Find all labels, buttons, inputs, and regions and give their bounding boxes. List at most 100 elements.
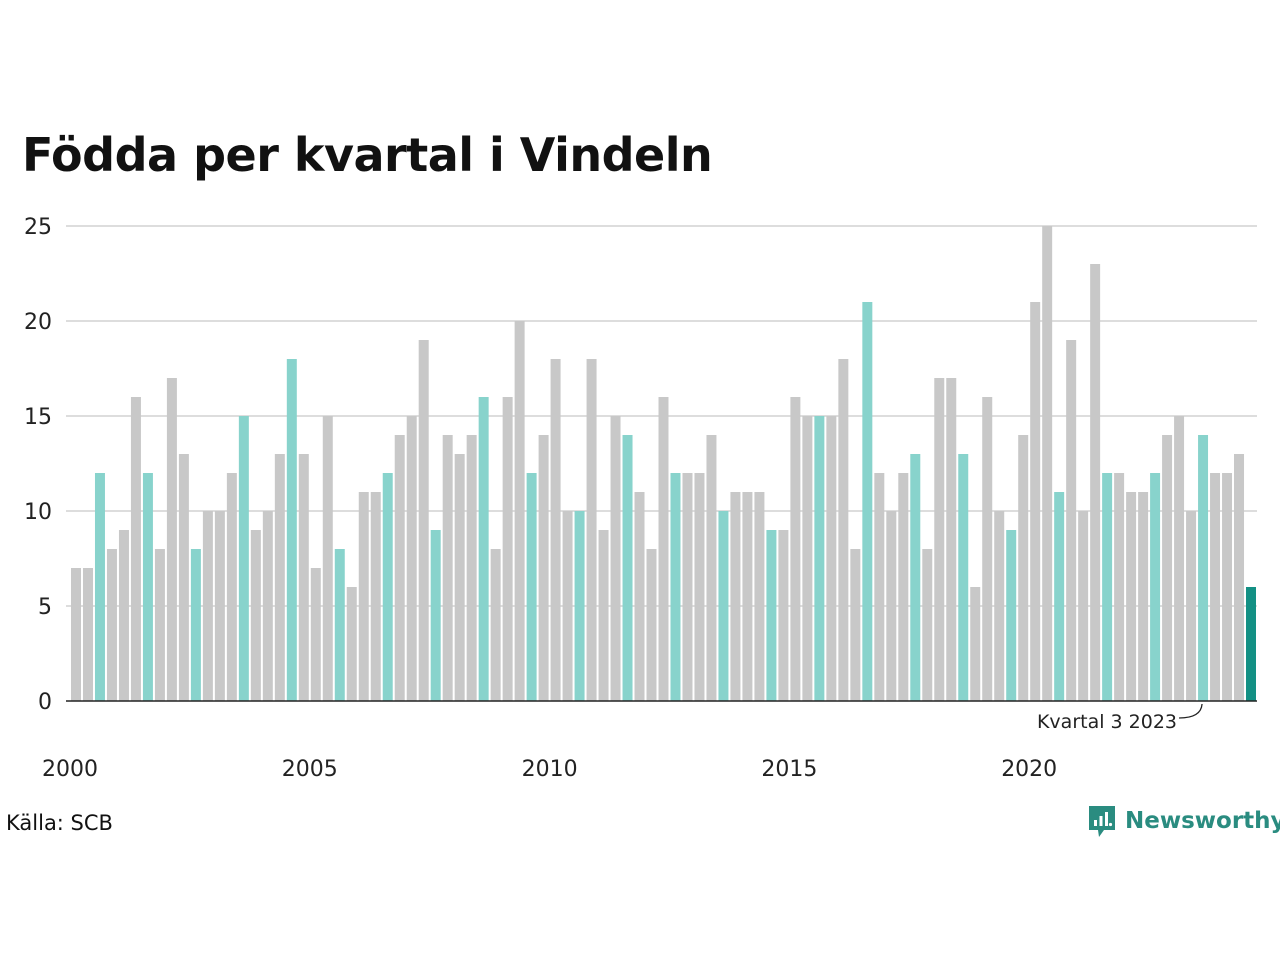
bar-2014-q2 xyxy=(754,492,765,701)
bar-2016-q1 xyxy=(838,359,849,701)
bar-2008-q3 xyxy=(478,397,489,701)
bar-2024-q1 xyxy=(1222,473,1233,701)
chart-title: Födda per kvartal i Vindeln xyxy=(22,128,713,182)
bar-2004-q3 xyxy=(286,359,297,701)
bar-2016-q2 xyxy=(850,549,861,701)
bar-2003-q3 xyxy=(238,416,249,701)
bar-2024-q3 xyxy=(1246,587,1256,701)
bar-2016-q4 xyxy=(874,473,885,701)
y-tick-label: 15 xyxy=(24,405,52,430)
annotation: Kvartal 3 2023 xyxy=(1037,703,1203,733)
bar-2020-q3 xyxy=(1054,492,1065,701)
bar-2005-q2 xyxy=(322,416,333,701)
bar-2007-q1 xyxy=(406,416,417,701)
bar-2011-q2 xyxy=(610,416,621,701)
bar-2023-q3 xyxy=(1198,435,1209,701)
bar-2007-q2 xyxy=(418,340,429,701)
bar-2007-q3 xyxy=(430,530,441,701)
bar-2006-q4 xyxy=(394,435,405,701)
bar-2019-q2 xyxy=(994,511,1005,701)
bar-2000-q2 xyxy=(82,568,93,701)
y-tick-label: 10 xyxy=(24,500,52,525)
bar-2017-q3 xyxy=(910,454,921,701)
bar-2010-q2 xyxy=(562,511,573,701)
y-tick-label: 20 xyxy=(24,310,52,335)
x-tick-label: 2020 xyxy=(1001,757,1057,782)
bar-2009-q4 xyxy=(538,435,549,701)
bar-2013-q1 xyxy=(694,473,705,701)
annotation-label: Kvartal 3 2023 xyxy=(1037,711,1177,733)
bar-2009-q1 xyxy=(502,397,513,701)
bar-2024-q2 xyxy=(1234,454,1245,701)
bar-2007-q4 xyxy=(442,435,453,701)
bar-2002-q1 xyxy=(166,378,177,701)
x-tick-label: 2000 xyxy=(42,757,98,782)
bars xyxy=(71,226,1256,701)
bar-2022-q4 xyxy=(1162,435,1173,701)
bar-2021-q1 xyxy=(1078,511,1089,701)
bar-2005-q4 xyxy=(346,587,357,701)
bar-2021-q2 xyxy=(1090,264,1101,701)
bar-2018-q2 xyxy=(946,378,957,701)
x-tick-label: 2010 xyxy=(522,757,578,782)
bar-2013-q3 xyxy=(718,511,729,701)
bar-2018-q4 xyxy=(970,587,981,701)
bar-2015-q4 xyxy=(826,416,837,701)
bar-2022-q3 xyxy=(1150,473,1161,701)
bar-2003-q1 xyxy=(214,511,225,701)
bar-2022-q2 xyxy=(1138,492,1149,701)
bar-2010-q3 xyxy=(574,511,585,701)
brand-logo: Newsworthy xyxy=(1087,803,1280,839)
bar-2000-q3 xyxy=(94,473,105,701)
bar-2016-q3 xyxy=(862,302,873,701)
bar-2015-q3 xyxy=(814,416,825,701)
bar-2004-q2 xyxy=(274,454,285,701)
bar-2017-q1 xyxy=(886,511,897,701)
x-tick-label: 2005 xyxy=(282,757,338,782)
brand-name: Newsworthy xyxy=(1125,808,1280,834)
bar-2001-q3 xyxy=(142,473,153,701)
y-tick-label: 0 xyxy=(38,690,52,715)
bar-2003-q4 xyxy=(250,530,261,701)
bar-2003-q2 xyxy=(226,473,237,701)
bar-2012-q4 xyxy=(682,473,693,701)
bar-2005-q3 xyxy=(334,549,345,701)
bar-2004-q1 xyxy=(262,511,273,701)
bar-2005-q1 xyxy=(310,568,321,701)
bar-2006-q3 xyxy=(382,473,393,701)
source-note: Källa: SCB xyxy=(6,811,113,835)
bar-2010-q1 xyxy=(550,359,561,701)
bar-2018-q3 xyxy=(958,454,969,701)
bar-2013-q2 xyxy=(706,435,717,701)
bar-2002-q2 xyxy=(178,454,189,701)
bar-2011-q1 xyxy=(598,530,609,701)
y-tick-label: 25 xyxy=(24,215,52,240)
bar-2009-q2 xyxy=(514,321,525,701)
bar-2017-q2 xyxy=(898,473,909,701)
bar-2006-q2 xyxy=(370,492,381,701)
bar-2020-q4 xyxy=(1066,340,1077,701)
bar-2011-q4 xyxy=(634,492,645,701)
bar-2002-q3 xyxy=(190,549,201,701)
bar-2012-q2 xyxy=(658,397,669,701)
bar-2020-q2 xyxy=(1042,226,1053,701)
bar-2023-q2 xyxy=(1186,511,1197,701)
bar-2001-q1 xyxy=(118,530,129,701)
x-axis: 2000 2005 2010 2015 2020 xyxy=(42,757,1057,782)
bar-2012-q1 xyxy=(646,549,657,701)
bar-2008-q2 xyxy=(466,435,477,701)
bar-2004-q4 xyxy=(298,454,309,701)
bar-2022-q1 xyxy=(1126,492,1137,701)
annotation-arrow xyxy=(1179,703,1203,719)
bar-chart: 0 5 10 15 20 25 2000 2005 2010 2015 2020 Kvartal … xyxy=(24,215,1257,782)
bar-2006-q1 xyxy=(358,492,369,701)
bar-2015-q2 xyxy=(802,416,813,701)
bar-2019-q1 xyxy=(982,397,993,701)
bar-2001-q2 xyxy=(130,397,141,701)
bar-2000-q4 xyxy=(106,549,117,701)
bar-2023-q4 xyxy=(1210,473,1221,701)
bar-2014-q1 xyxy=(742,492,753,701)
bar-2015-q1 xyxy=(790,397,801,701)
bar-2001-q4 xyxy=(154,549,165,701)
bar-2012-q3 xyxy=(670,473,681,701)
